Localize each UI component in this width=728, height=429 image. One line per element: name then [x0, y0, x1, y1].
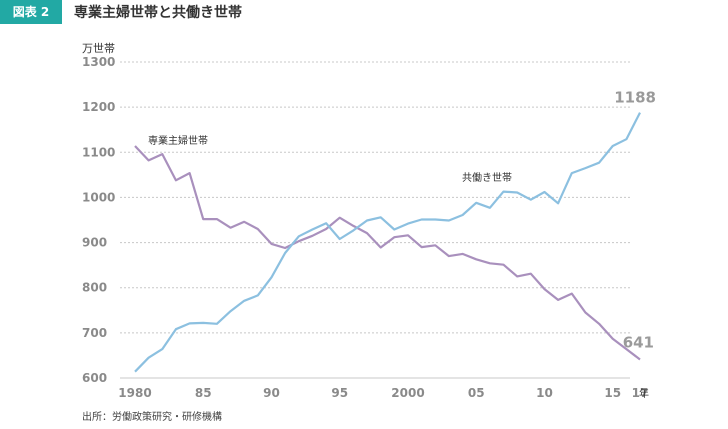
- x-axis-ticks: 1980 85 90 95 2000 05 10 15 17: [118, 386, 648, 400]
- series-name-label: 専業主婦世帯: [148, 134, 208, 147]
- x-tick-label: 90: [263, 386, 280, 400]
- series-line-0: [134, 145, 641, 361]
- series-name-label: 共働き世帯: [462, 171, 512, 184]
- y-tick-label: 700: [82, 326, 107, 340]
- x-tick-label: 15: [604, 386, 621, 400]
- y-tick-label: 1200: [82, 100, 115, 114]
- y-tick-label: 600: [82, 371, 107, 385]
- series-line-1: [134, 112, 641, 373]
- source-note: 出所：労働政策研究・研修機構: [82, 412, 222, 423]
- x-axis-unit-label: 年: [639, 387, 649, 400]
- end-value-label: 641: [623, 333, 654, 351]
- chart-title: 専業主婦世帯と共働き世帯: [74, 5, 242, 21]
- x-tick-label: 85: [195, 386, 212, 400]
- figure-badge: 図表 2: [0, 0, 62, 24]
- y-tick-label: 800: [82, 281, 107, 295]
- grid-lines: [120, 61, 630, 379]
- figure-header: 図表 2 専業主婦世帯と共働き世帯: [0, 0, 728, 26]
- end-value-label: 1188: [614, 89, 656, 107]
- x-tick-label: 1980: [118, 386, 151, 400]
- x-tick-label: 95: [331, 386, 348, 400]
- y-tick-label: 1100: [82, 145, 115, 159]
- x-tick-label: 05: [468, 386, 485, 400]
- y-tick-label: 1300: [82, 55, 115, 69]
- series-lines: [134, 112, 641, 373]
- x-tick-label: 10: [536, 386, 553, 400]
- y-axis-ticks: 600 700 800 900 1000 1100 1200 1300: [82, 55, 115, 385]
- x-tick-label: 2000: [391, 386, 424, 400]
- x-tick-label: 17: [632, 386, 649, 400]
- y-tick-label: 1000: [82, 190, 115, 204]
- y-axis-unit-label: 万世帯: [82, 42, 115, 55]
- y-tick-label: 900: [82, 236, 107, 250]
